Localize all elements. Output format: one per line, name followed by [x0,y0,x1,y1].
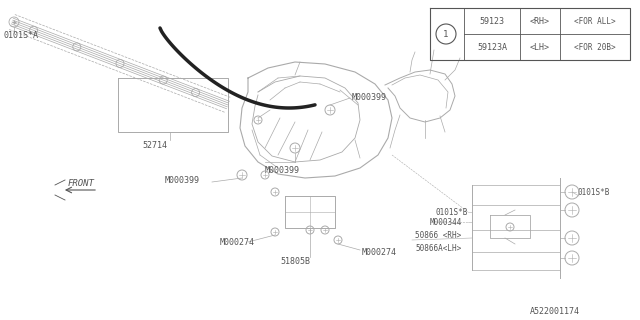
Text: M000274: M000274 [362,247,397,257]
Text: <FOR 20B>: <FOR 20B> [574,43,616,52]
Text: 0101S*A: 0101S*A [4,30,39,39]
Text: 59123: 59123 [479,17,504,26]
Text: 0101S*B: 0101S*B [436,207,468,217]
Text: FRONT: FRONT [68,179,95,188]
Text: M000274: M000274 [220,237,255,246]
Text: M000399: M000399 [265,165,300,174]
Text: M000399: M000399 [165,175,200,185]
Text: M000344: M000344 [430,218,462,227]
Text: A522001174: A522001174 [530,308,580,316]
Text: 50866 <RH>: 50866 <RH> [415,230,461,239]
Text: 52714: 52714 [143,140,168,149]
Text: <LH>: <LH> [530,43,550,52]
Text: <RH>: <RH> [530,17,550,26]
Text: 50866A<LH>: 50866A<LH> [415,244,461,252]
Text: <FOR ALL>: <FOR ALL> [574,17,616,26]
Text: 59123A: 59123A [477,43,507,52]
Text: 0101S*B: 0101S*B [578,188,611,196]
Text: 51805B: 51805B [280,258,310,267]
Text: 1: 1 [444,29,449,38]
Text: M000399: M000399 [352,92,387,101]
Circle shape [436,24,456,44]
